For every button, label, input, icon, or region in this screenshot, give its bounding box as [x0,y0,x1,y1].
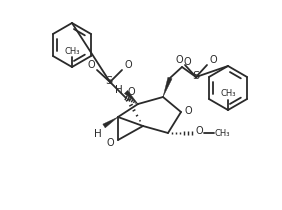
Text: O: O [184,106,192,116]
Polygon shape [163,77,172,97]
Polygon shape [124,91,138,104]
Text: O: O [183,57,191,67]
Text: CH₃: CH₃ [214,129,230,138]
Text: O: O [87,60,95,70]
Text: O: O [127,87,135,97]
Text: CH₃: CH₃ [64,46,80,55]
Text: H: H [94,129,102,139]
Polygon shape [103,117,118,128]
Text: S: S [192,71,200,81]
Text: CH₃: CH₃ [220,89,236,98]
Text: O: O [175,55,183,65]
Text: O: O [195,126,203,136]
Text: O: O [124,60,132,70]
Text: H: H [115,85,123,95]
Text: O: O [106,138,114,148]
Text: S: S [105,76,113,86]
Text: O: O [209,55,217,65]
